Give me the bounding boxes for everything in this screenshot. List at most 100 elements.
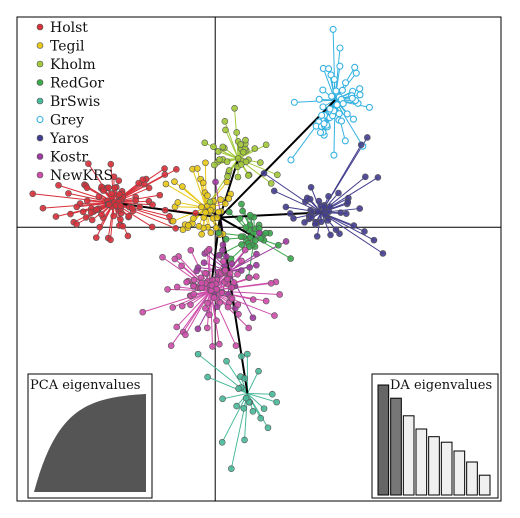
da-eigen-bar bbox=[453, 450, 466, 496]
point-newkrs bbox=[249, 296, 257, 303]
point-kholm bbox=[234, 173, 242, 181]
point-holst bbox=[105, 201, 113, 208]
point-holst bbox=[67, 210, 74, 218]
legend-marker-redgor bbox=[36, 79, 44, 86]
legend: Holst Tegil Kholm RedGor BrSwis Grey Yaros Kost… bbox=[36, 20, 113, 184]
point-kostr bbox=[194, 325, 202, 333]
point-holst bbox=[125, 212, 133, 220]
point-yaros bbox=[317, 218, 325, 226]
point-grey bbox=[356, 85, 364, 93]
point-newkrs bbox=[246, 274, 253, 281]
legend-label-brswis: BrSwis bbox=[50, 94, 100, 110]
point-kholm bbox=[206, 198, 214, 206]
point-kholm bbox=[234, 155, 242, 162]
point-grey bbox=[335, 110, 343, 118]
point-brswis bbox=[204, 373, 211, 381]
plot-frame bbox=[16, 16, 502, 502]
point-yaros bbox=[324, 217, 332, 224]
point-newkrs bbox=[208, 282, 216, 289]
legend-marker-holst bbox=[36, 23, 44, 31]
point-grey bbox=[318, 111, 326, 119]
point-grey bbox=[348, 94, 356, 102]
point-holst bbox=[108, 190, 115, 197]
point-newkrs bbox=[178, 262, 185, 270]
point-grey bbox=[339, 100, 347, 108]
point-holst bbox=[161, 206, 169, 214]
point-tegil bbox=[225, 195, 233, 202]
spoke-newkrs bbox=[206, 290, 212, 328]
point-redgor bbox=[275, 241, 282, 249]
legend-marker-brswis bbox=[36, 97, 44, 105]
point-redgor bbox=[215, 229, 222, 237]
point-brswis bbox=[241, 436, 248, 444]
point-yaros bbox=[342, 210, 350, 217]
point-redgor bbox=[287, 255, 294, 262]
eigenvalue-insets: PCA eigenvalues DA eigenvalues bbox=[27, 373, 499, 499]
point-yaros bbox=[361, 228, 368, 235]
point-newkrs bbox=[232, 342, 240, 349]
point-kholm bbox=[201, 139, 209, 147]
spoke-tegil bbox=[192, 168, 207, 208]
point-tegil bbox=[207, 229, 215, 236]
point-holst bbox=[149, 201, 156, 208]
point-kholm bbox=[219, 143, 227, 151]
point-kostr bbox=[228, 260, 236, 267]
da-eigen-bar bbox=[415, 428, 428, 496]
point-yaros bbox=[337, 209, 345, 216]
point-holst bbox=[139, 176, 147, 183]
point-holst bbox=[98, 211, 105, 218]
point-newkrs bbox=[245, 324, 252, 332]
point-holst bbox=[95, 193, 103, 200]
point-grey bbox=[337, 117, 346, 125]
point-newkrs bbox=[190, 282, 197, 290]
legend-marker-yaros bbox=[36, 134, 44, 142]
point-kholm bbox=[237, 141, 245, 148]
point-newkrs bbox=[262, 297, 270, 305]
point-kholm bbox=[239, 148, 247, 156]
point-grey bbox=[333, 101, 341, 109]
point-brswis bbox=[218, 439, 226, 446]
point-newkrs bbox=[171, 255, 179, 263]
point-kostr bbox=[253, 250, 260, 258]
point-holst bbox=[96, 223, 103, 231]
point-brswis bbox=[240, 405, 248, 412]
point-newkrs bbox=[224, 303, 232, 311]
point-newkrs bbox=[216, 299, 224, 306]
point-kostr bbox=[249, 314, 257, 322]
point-holst bbox=[115, 177, 123, 184]
centroid-link-yaros bbox=[219, 211, 322, 219]
legend-marker-kostr bbox=[36, 153, 44, 160]
point-redgor bbox=[239, 207, 246, 215]
point-kholm bbox=[225, 167, 233, 174]
point-holst bbox=[93, 206, 100, 214]
point-kholm bbox=[224, 173, 231, 180]
point-kholm bbox=[245, 172, 252, 179]
point-redgor bbox=[225, 208, 233, 216]
point-kholm bbox=[223, 158, 231, 165]
point-kholm bbox=[251, 145, 259, 152]
point-holst bbox=[55, 181, 62, 189]
da-eigen-bar bbox=[428, 436, 440, 496]
point-kholm bbox=[210, 143, 217, 151]
spoke-yaros bbox=[320, 144, 362, 213]
point-grey bbox=[320, 120, 328, 128]
point-yaros bbox=[308, 214, 315, 221]
point-brswis bbox=[228, 465, 235, 472]
point-grey bbox=[336, 62, 344, 70]
legend-label-newkrs: NewKRS bbox=[50, 168, 113, 184]
point-holst bbox=[148, 223, 156, 231]
point-brswis bbox=[242, 394, 250, 402]
point-newkrs bbox=[267, 280, 275, 287]
point-kholm bbox=[237, 161, 245, 168]
point-brswis bbox=[264, 424, 272, 432]
point-newkrs bbox=[139, 308, 147, 316]
point-kholm bbox=[242, 158, 250, 166]
point-redgor bbox=[236, 215, 244, 222]
point-kostr bbox=[256, 229, 263, 237]
spoke-newkrs bbox=[176, 290, 211, 328]
point-tegil bbox=[185, 221, 192, 229]
point-kholm bbox=[242, 136, 249, 144]
point-yaros bbox=[362, 173, 369, 181]
point-newkrs bbox=[169, 304, 177, 311]
spoke-newkrs bbox=[181, 290, 211, 307]
